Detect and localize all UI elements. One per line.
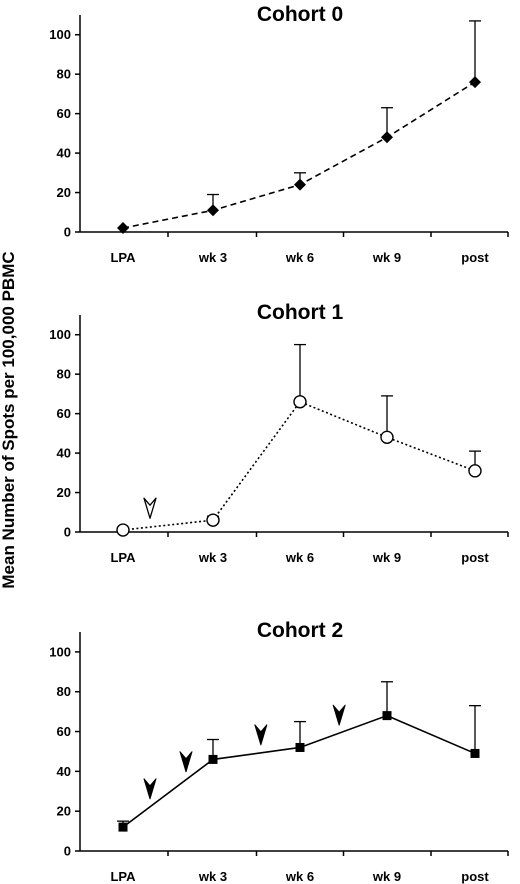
x-tick-label: post (461, 250, 489, 265)
data-point (294, 178, 306, 191)
data-point (208, 754, 218, 764)
chart-title: Cohort 2 (257, 619, 343, 642)
x-tick-label: LPA (110, 869, 136, 884)
vaccination-arrow (179, 751, 193, 773)
y-tick-label: 80 (57, 684, 71, 699)
y-tick-label: 20 (57, 804, 71, 819)
data-point (381, 131, 393, 144)
vaccination-arrow (143, 778, 157, 800)
series-line (122, 714, 476, 828)
y-tick-label: 60 (57, 724, 71, 739)
data-point (116, 523, 130, 537)
y-tick-label: 40 (57, 764, 71, 779)
x-tick-label: wk 6 (285, 250, 314, 265)
x-tick-label: wk 6 (285, 869, 314, 884)
series-line (122, 81, 476, 229)
x-tick-label: LPA (110, 550, 136, 565)
y-tick-label: 100 (49, 327, 71, 342)
data-point (469, 76, 481, 89)
y-axis-label: Mean Number of Spots per 100,000 PBMC (0, 251, 18, 588)
x-tick-label: wk 3 (198, 550, 227, 565)
y-tick-label: 100 (49, 644, 71, 659)
y-tick-label: 0 (64, 844, 71, 859)
data-point (382, 711, 392, 721)
x-tick-label: wk 3 (198, 869, 227, 884)
x-tick-label: wk 9 (372, 869, 401, 884)
chart-title: Cohort 1 (257, 301, 344, 324)
vaccination-arrow (332, 704, 346, 726)
y-tick-label: 40 (57, 146, 71, 161)
data-point (380, 430, 394, 445)
x-tick-label: LPA (110, 250, 136, 265)
series-line (122, 400, 476, 531)
x-tick-label: post (461, 550, 489, 565)
data-point (468, 464, 482, 478)
y-tick-label: 0 (64, 525, 71, 540)
data-point (207, 204, 219, 217)
y-tick-label: 0 (64, 225, 71, 240)
data-point (206, 513, 220, 527)
y-tick-label: 80 (57, 67, 71, 82)
data-point (117, 222, 129, 235)
data-point (293, 395, 307, 409)
x-tick-label: wk 9 (372, 550, 401, 565)
y-tick-label: 40 (57, 446, 71, 461)
x-tick-label: wk 6 (285, 550, 314, 565)
x-tick-label: wk 9 (372, 250, 401, 265)
y-tick-label: 60 (57, 406, 71, 421)
x-tick-label: wk 3 (198, 250, 227, 265)
y-tick-label: 20 (57, 185, 71, 200)
data-point (118, 822, 128, 832)
y-tick-label: 60 (57, 106, 71, 121)
vaccination-arrow (254, 724, 268, 746)
vaccination-arrow (143, 497, 157, 519)
x-tick-label: post (461, 869, 489, 884)
cohort-1-panel: Cohort 1 0 20 40 60 80 100 LPA wk 3 wk 6 wk 9 post (49, 301, 509, 565)
data-point (295, 742, 305, 752)
cohort-0-panel: Cohort 0 0 20 40 60 80 100 LPA wk 3 wk 6 wk 9 post (49, 3, 509, 265)
cohort-2-panel: Cohort 2 0 20 40 60 80 100 LPA wk 3 wk 6 wk 9 post (49, 619, 509, 884)
y-tick-label: 80 (57, 367, 71, 382)
y-tick-label: 20 (57, 485, 71, 500)
data-point (470, 748, 480, 758)
chart-title: Cohort 0 (257, 3, 343, 26)
y-tick-label: 100 (49, 27, 71, 42)
